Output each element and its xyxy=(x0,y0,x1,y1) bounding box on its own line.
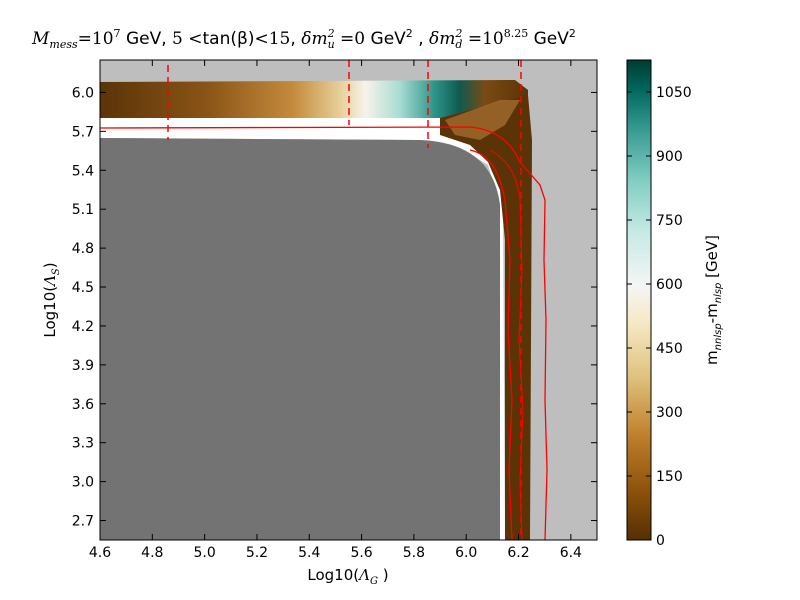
colorbar xyxy=(626,59,652,541)
plot-area xyxy=(100,60,597,540)
x-tick-label: 5.8 xyxy=(403,545,425,561)
top-heatmap-band xyxy=(100,80,528,118)
y-tick-label: 5.7 xyxy=(72,124,94,140)
y-tick-label: 3.3 xyxy=(72,436,94,452)
x-tick-label: 4.8 xyxy=(141,545,163,561)
contour-line xyxy=(100,126,548,540)
y-tick-label: 3.6 xyxy=(72,397,94,413)
colorbar-tick-label: 600 xyxy=(656,277,683,293)
brown-corner-region xyxy=(440,95,532,540)
y-tick-label: 5.4 xyxy=(72,163,94,179)
plot-frame xyxy=(99,59,598,541)
x-tick-label: 5.2 xyxy=(246,545,268,561)
y-tick-label: 4.8 xyxy=(72,241,94,257)
x-tick-label: 5.4 xyxy=(298,545,320,561)
excluded-grey-region xyxy=(100,138,500,540)
colorbar-ticks: 0 150 300 450 600 750 900 1050 xyxy=(627,85,692,549)
x-tick-label: 4.6 xyxy=(89,545,111,561)
x-tick-label: 5.0 xyxy=(193,545,215,561)
colorbar-tick-label: 150 xyxy=(656,469,683,485)
y-tick-label: 5.1 xyxy=(72,202,94,218)
colorbar-tick-label: 1050 xyxy=(656,85,692,101)
y-tick-label: 2.7 xyxy=(72,514,94,530)
colorbar-tick-label: 900 xyxy=(656,149,683,165)
y-tick-label: 6.0 xyxy=(72,85,94,101)
x-axis-label: Log10(ΛG ) xyxy=(307,566,388,587)
y-tick-label: 3.9 xyxy=(72,358,94,374)
colorbar-tick-label: 0 xyxy=(656,533,665,549)
brown-corner-highlight xyxy=(445,100,520,140)
y-tick-label: 4.5 xyxy=(72,280,94,296)
x-tick-label: 6.0 xyxy=(455,545,477,561)
y-tick-label: 3.0 xyxy=(72,475,94,491)
y-axis-ticks: 2.7 3.0 3.3 3.6 3.9 4.2 4.5 4.8 5.1 5.4 5.7 6.0 xyxy=(72,85,597,530)
y-tick-label: 4.2 xyxy=(72,319,94,335)
chart-title: Mmess=107 GeV, 5 <tan(β)<15, δm2 u =0 GeV… xyxy=(31,27,576,51)
x-tick-label: 5.6 xyxy=(350,545,372,561)
x-tick-label: 6.4 xyxy=(560,545,582,561)
colorbar-label: mnnlsp-mnlsp [GeV] xyxy=(703,235,724,365)
contour-line xyxy=(469,149,513,540)
colorbar-tick-label: 300 xyxy=(656,405,683,421)
y-axis-label: Log10(ΛS) xyxy=(41,262,62,337)
colorbar-tick-label: 750 xyxy=(656,213,683,229)
colorbar-tick-label: 450 xyxy=(656,341,683,357)
x-tick-label: 6.2 xyxy=(507,545,529,561)
x-axis-ticks: 4.6 4.8 5.0 5.2 5.4 5.6 5.8 6.0 6.2 6.4 xyxy=(89,60,582,561)
